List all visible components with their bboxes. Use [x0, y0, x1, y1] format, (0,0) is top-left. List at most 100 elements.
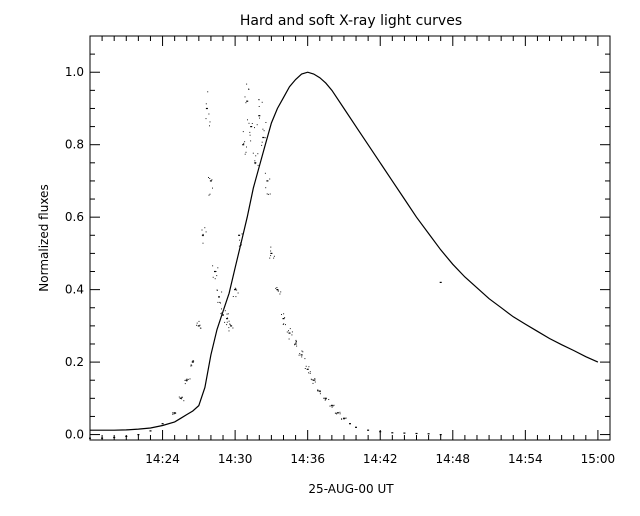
hard-xray-point — [221, 314, 223, 316]
hard-xray-point — [211, 179, 213, 181]
hard-xray-point — [314, 379, 316, 381]
hard-xray-point — [216, 289, 218, 291]
x-tick-label: 14:36 — [290, 452, 325, 466]
hard-xray-point — [349, 423, 351, 425]
hard-xray-point — [201, 229, 203, 231]
hard-xray-point — [245, 102, 247, 104]
hard-xray-point — [236, 289, 238, 291]
hard-xray-point — [306, 368, 309, 370]
hard-xray-point — [332, 405, 334, 407]
hard-xray-point — [209, 178, 211, 179]
hard-xray-point — [263, 130, 265, 132]
x-axis-label: 25-AUG-00 UT — [308, 482, 394, 496]
hard-xray-point — [270, 255, 272, 257]
hard-xray-point — [367, 429, 370, 431]
hard-xray-point — [295, 340, 297, 342]
hard-xray-point — [304, 358, 306, 360]
hard-xray-point — [212, 187, 213, 189]
hard-xray-point — [212, 276, 214, 278]
hard-xray-point — [295, 342, 297, 344]
axes-layer: 14:24 14:30 14:36 14:42 14:48 14:54 15:00 0.0 0.… — [65, 36, 615, 466]
hard-xray-point — [191, 361, 194, 363]
hard-xray-point — [248, 89, 250, 90]
hard-xray-point — [308, 366, 310, 368]
hard-xray-point — [178, 396, 180, 398]
hard-xray-point — [254, 160, 256, 162]
hard-xray-point — [184, 379, 186, 381]
hard-xray-point — [309, 372, 311, 374]
hard-xray-point — [189, 378, 191, 380]
soft-xray-curve — [90, 71, 599, 431]
hard-xray-point — [305, 365, 307, 367]
hard-xray-point — [242, 144, 245, 146]
hard-xray-point — [209, 121, 211, 123]
hard-xray-point — [252, 152, 254, 154]
hard-xray-point — [439, 281, 442, 283]
hard-xray-point — [193, 360, 195, 362]
hard-xray-point — [266, 180, 269, 182]
hard-xray-point — [173, 413, 175, 415]
hard-xray-point — [296, 345, 298, 347]
hard-xray-point — [226, 318, 229, 320]
hard-xray-point — [299, 353, 301, 355]
hard-xray-point — [221, 312, 223, 314]
hard-xray-point — [267, 193, 269, 195]
hard-xray-point — [207, 91, 209, 93]
hard-xray-point — [185, 379, 188, 381]
hard-xray-point — [310, 378, 312, 380]
hard-xray-point — [208, 194, 210, 196]
hard-xray-point — [281, 314, 282, 315]
hard-xray-point — [181, 397, 183, 398]
hard-xray-point — [208, 177, 209, 178]
hard-xray-point — [216, 275, 218, 277]
hard-xray-point — [246, 146, 247, 148]
hard-xray-point — [403, 432, 406, 434]
hard-xray-point — [257, 164, 259, 166]
hard-xray-point — [247, 119, 248, 121]
hard-xray-point — [257, 153, 259, 155]
y-tick-label: 0.6 — [65, 210, 84, 224]
hard-xray-point — [311, 379, 313, 381]
hard-xray-point — [296, 341, 297, 343]
hard-xray-point — [204, 227, 206, 229]
hard-xray-point — [239, 246, 241, 248]
hard-xray-point — [273, 255, 275, 257]
hard-xray-point — [277, 290, 279, 292]
hard-xray-point — [222, 314, 224, 316]
chart-title: Hard and soft X-ray light curves — [240, 13, 462, 29]
hard-xray-point — [223, 309, 224, 311]
hard-xray-point — [186, 380, 188, 382]
hard-xray-point — [197, 325, 200, 327]
hard-xray-point — [250, 140, 252, 142]
hard-xray-point — [277, 290, 279, 292]
hard-xray-point — [235, 296, 237, 298]
hard-xray-point — [198, 320, 200, 322]
hard-xray-point — [266, 193, 268, 195]
hard-xray-point — [323, 398, 325, 399]
y-tick-label: 0.0 — [65, 428, 84, 442]
hard-xray-point — [415, 432, 418, 435]
hard-xray-point — [314, 381, 316, 383]
hard-xray-point — [219, 301, 221, 303]
hard-xray-point — [333, 404, 335, 406]
hard-xray-point — [241, 233, 243, 235]
hard-xray-point — [226, 317, 228, 319]
hard-xray-point — [319, 393, 321, 395]
hard-xray-point — [217, 301, 219, 303]
hard-xray-point — [183, 400, 185, 402]
hard-xray-point — [249, 131, 251, 133]
hard-xray-point — [221, 291, 223, 293]
hard-xray-point — [244, 96, 246, 98]
hard-xray-point — [294, 343, 297, 345]
hard-xray-point — [240, 242, 241, 244]
hard-xray-point — [336, 413, 338, 415]
hard-xray-point — [298, 354, 300, 356]
hard-xray-point — [276, 289, 279, 291]
hard-xray-point — [258, 99, 260, 101]
hard-xray-point — [191, 360, 193, 362]
plot-frame — [89, 35, 611, 441]
hard-xray-point — [318, 390, 321, 392]
hard-xray-point — [269, 257, 271, 259]
hard-xray-point — [192, 360, 194, 361]
hard-xray-point — [234, 289, 237, 291]
